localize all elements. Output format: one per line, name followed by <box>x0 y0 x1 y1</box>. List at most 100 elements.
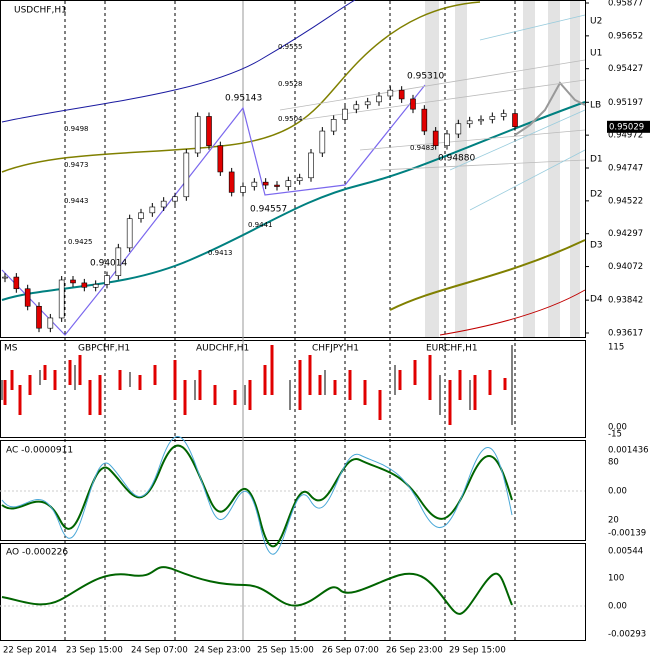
panel-label: EURCHF,H1 <box>426 344 478 354</box>
price-label: 0.95652 <box>608 31 643 41</box>
current-price-box <box>607 120 650 133</box>
price-label: 0.94747 <box>608 164 643 174</box>
chart-title: USDCHF,H1 <box>14 6 67 16</box>
panel-label: AC -0.0000911 <box>6 446 73 456</box>
level: D4 <box>590 295 603 305</box>
price-label: 0.94522 <box>608 196 643 206</box>
price-label: 0.95427 <box>608 64 643 74</box>
candle <box>81 282 88 288</box>
candles <box>2 86 518 333</box>
candle <box>126 218 133 249</box>
candle <box>489 116 496 120</box>
candle <box>387 89 394 97</box>
panel-label: AO -0.000226 <box>6 548 68 558</box>
scale-label: -0.00139 <box>608 529 646 539</box>
bands <box>1 0 586 336</box>
level: U2 <box>590 17 602 27</box>
price-label: 0.95197 <box>608 98 643 108</box>
scale-label: 80 <box>608 458 619 468</box>
scale-label: 0.00 <box>608 602 627 612</box>
candle <box>217 145 224 173</box>
current-price: 0.95029 <box>609 122 644 132</box>
level: D2 <box>590 190 603 200</box>
ac-panel: AC -0.0000911 0.001436 80 0.00 20 -0.001… <box>0 436 649 555</box>
scale-label: -0.00293 <box>608 630 646 640</box>
candle <box>104 275 110 285</box>
candle <box>330 119 337 132</box>
level-value: 0.9441 <box>248 221 273 229</box>
candle <box>466 120 473 125</box>
level-value: 0.9425 <box>68 238 93 246</box>
scale-label: 20 <box>608 516 619 526</box>
scale-label: 0.00 <box>608 487 627 497</box>
candle <box>342 108 348 120</box>
panel-label: AUDCHF,H1 <box>196 344 249 354</box>
candle <box>47 317 54 329</box>
level-value: 0.9498 <box>64 125 89 133</box>
candle <box>421 108 428 132</box>
candle <box>228 171 235 193</box>
level: D1 <box>590 155 603 165</box>
candle <box>319 130 326 154</box>
candle <box>138 212 144 219</box>
level-value: 0.9443 <box>64 197 89 205</box>
candle <box>285 180 292 187</box>
candle <box>274 184 280 187</box>
time-label: 26 Sep 07:00 <box>322 646 379 656</box>
candle <box>376 95 382 103</box>
level: D3 <box>590 241 603 251</box>
ao-panel: AO -0.000226 0.00544 100 0.00 -0.00293 <box>0 547 646 640</box>
candle <box>262 181 269 186</box>
level: LB <box>590 101 601 111</box>
level-value: 0.9504 <box>278 115 303 123</box>
scale-label: 100 <box>608 574 624 584</box>
scale-label: 0.001436 <box>608 446 649 456</box>
price-label: 0.94297 <box>608 229 643 239</box>
candle <box>58 279 65 319</box>
candle <box>251 181 258 187</box>
candle <box>36 305 42 329</box>
annotation: 0.95310 <box>407 72 444 82</box>
candle <box>206 116 212 146</box>
time-label: 29 Sep 15:00 <box>449 646 506 656</box>
time-label: 26 Sep 23:00 <box>386 646 443 656</box>
candle <box>500 113 507 117</box>
candle <box>353 104 360 110</box>
candle <box>455 123 462 135</box>
level-value: 0.9413 <box>208 249 233 257</box>
candle <box>478 119 484 122</box>
candle <box>160 200 167 208</box>
annotation: 0.94557 <box>250 205 287 215</box>
candle <box>115 247 122 276</box>
price-axis: 0.95877 0.95652 0.95427 0.95197 0.94972 0.947… <box>585 0 650 339</box>
level-value: 0.9473 <box>64 161 89 169</box>
scale-label: -15 <box>608 430 622 440</box>
candle <box>92 284 99 288</box>
candle <box>398 89 405 100</box>
panel-label: MS <box>4 344 18 354</box>
candle <box>364 101 371 106</box>
level: U1 <box>590 49 602 59</box>
level-value: 0.9483 <box>410 144 435 152</box>
time-label: 25 Sep 15:00 <box>257 646 314 656</box>
time-label: 22 Sep 2014 <box>3 646 57 656</box>
symbols-panel: MS GBPCHF,H1 AUDCHF,H1 CHFJPY,H1 EURCHF,… <box>1 343 627 440</box>
candle <box>512 113 518 127</box>
candle <box>2 276 8 279</box>
candle <box>240 186 246 193</box>
level-value: 0.9528 <box>278 80 303 88</box>
time-label: 24 Sep 23:00 <box>194 646 251 656</box>
candle <box>296 177 303 182</box>
time-label: 23 Sep 15:00 <box>66 646 123 656</box>
candle <box>172 196 178 202</box>
candle <box>308 152 314 179</box>
price-label: 0.95877 <box>608 0 643 9</box>
candle <box>410 98 416 110</box>
time-axis: 22 Sep 2014 23 Sep 15:00 24 Sep 07:00 24… <box>3 646 506 656</box>
candle <box>194 116 201 154</box>
candle <box>70 279 76 284</box>
candle <box>183 152 190 198</box>
candle <box>444 133 450 146</box>
